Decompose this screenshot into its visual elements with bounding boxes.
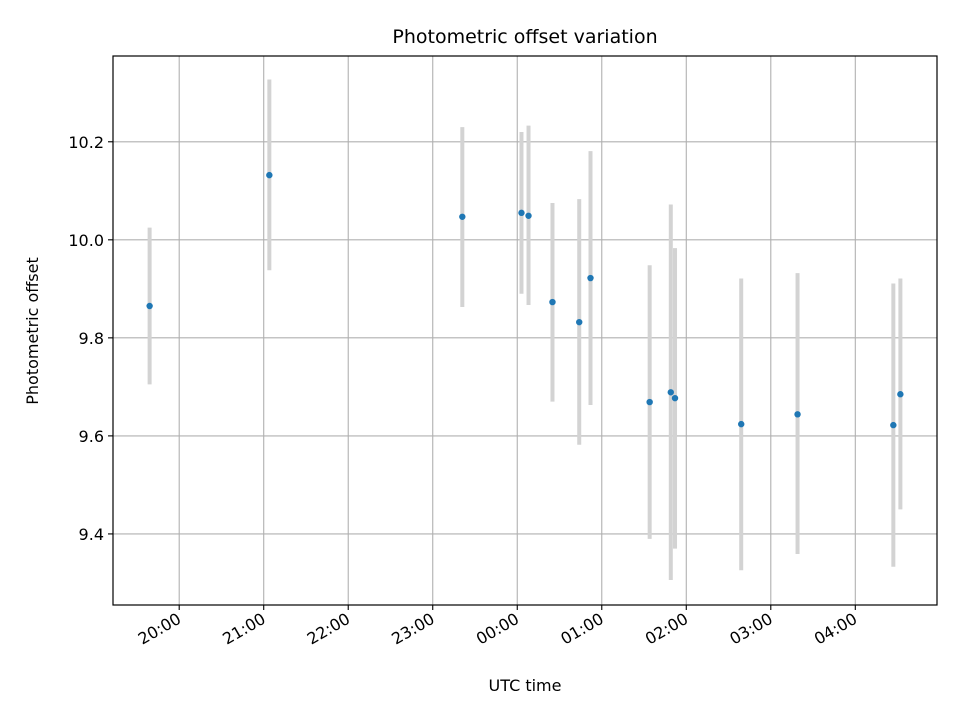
data-point <box>671 394 679 402</box>
data-point <box>587 274 594 282</box>
data-point <box>266 171 273 179</box>
data-point <box>459 213 466 220</box>
axis-ticks <box>108 141 856 610</box>
data-point <box>738 420 745 428</box>
data-point <box>667 389 674 396</box>
grid-lines <box>113 56 937 605</box>
data-point <box>518 209 525 217</box>
data-point <box>576 318 583 326</box>
plot-area-frame <box>112 55 938 606</box>
chart-title: Photometric offset variation <box>392 26 657 48</box>
y-tick-label: 9.4 <box>79 525 104 544</box>
data-point <box>525 212 532 219</box>
data-point <box>794 411 801 418</box>
y-axis-label: Photometric offset <box>23 257 42 405</box>
y-tick-label: 10.0 <box>68 231 104 250</box>
x-axis-label: UTC time <box>489 676 562 695</box>
data-point <box>897 391 904 398</box>
y-tick-label: 10.2 <box>68 133 104 152</box>
data-points <box>146 171 904 429</box>
data-point <box>890 421 897 429</box>
y-tick-label: 9.8 <box>79 329 104 348</box>
data-point <box>646 398 653 406</box>
data-point <box>549 298 556 306</box>
data-point <box>146 302 153 310</box>
y-tick-label: 9.6 <box>79 427 104 446</box>
